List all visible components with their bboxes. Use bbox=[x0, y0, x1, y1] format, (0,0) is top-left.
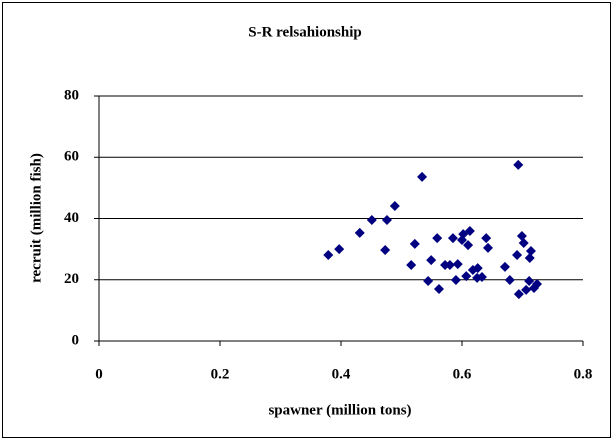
point bbox=[434, 283, 445, 294]
point bbox=[504, 275, 515, 286]
y-tick-label: 60 bbox=[64, 149, 79, 165]
point bbox=[380, 245, 391, 256]
point bbox=[417, 171, 428, 182]
point bbox=[481, 233, 492, 244]
y-tick-label: 40 bbox=[64, 210, 79, 226]
x-axis-label: spawner (million tons) bbox=[268, 402, 411, 418]
x-tick-label: 0 bbox=[95, 366, 103, 382]
point bbox=[452, 259, 463, 270]
point bbox=[483, 242, 494, 253]
point bbox=[512, 249, 523, 260]
point bbox=[432, 233, 443, 244]
point bbox=[444, 260, 455, 271]
point bbox=[334, 244, 345, 255]
x-tick-label: 0.4 bbox=[332, 366, 351, 382]
point bbox=[381, 215, 392, 226]
point bbox=[499, 261, 510, 272]
x-tick-label: 0.8 bbox=[574, 366, 593, 382]
point bbox=[518, 238, 529, 248]
point bbox=[524, 253, 535, 264]
point bbox=[463, 240, 474, 251]
point bbox=[472, 263, 483, 274]
point bbox=[450, 275, 461, 286]
point bbox=[354, 227, 365, 238]
point bbox=[409, 238, 420, 249]
point bbox=[524, 275, 535, 286]
point bbox=[461, 271, 472, 282]
y-axis-label: recruit (million fish) bbox=[28, 153, 44, 283]
point bbox=[513, 289, 524, 300]
x-tick-label: 0.6 bbox=[453, 366, 472, 382]
y-tick-label: 20 bbox=[64, 271, 79, 287]
point bbox=[389, 200, 400, 211]
x-tick-label: 0.2 bbox=[211, 366, 230, 382]
point bbox=[476, 271, 487, 282]
y-tick-label: 80 bbox=[64, 87, 79, 103]
point bbox=[406, 260, 417, 271]
y-tick-label: 0 bbox=[72, 332, 80, 348]
point bbox=[323, 249, 334, 260]
point bbox=[464, 226, 475, 237]
chart-title: S-R relsahionship bbox=[248, 24, 362, 40]
point bbox=[513, 159, 524, 170]
point bbox=[525, 245, 536, 256]
point bbox=[532, 279, 543, 290]
point bbox=[366, 215, 377, 226]
point bbox=[423, 275, 434, 286]
point bbox=[426, 255, 437, 266]
point bbox=[447, 233, 458, 244]
point bbox=[516, 230, 527, 241]
point bbox=[521, 284, 532, 295]
